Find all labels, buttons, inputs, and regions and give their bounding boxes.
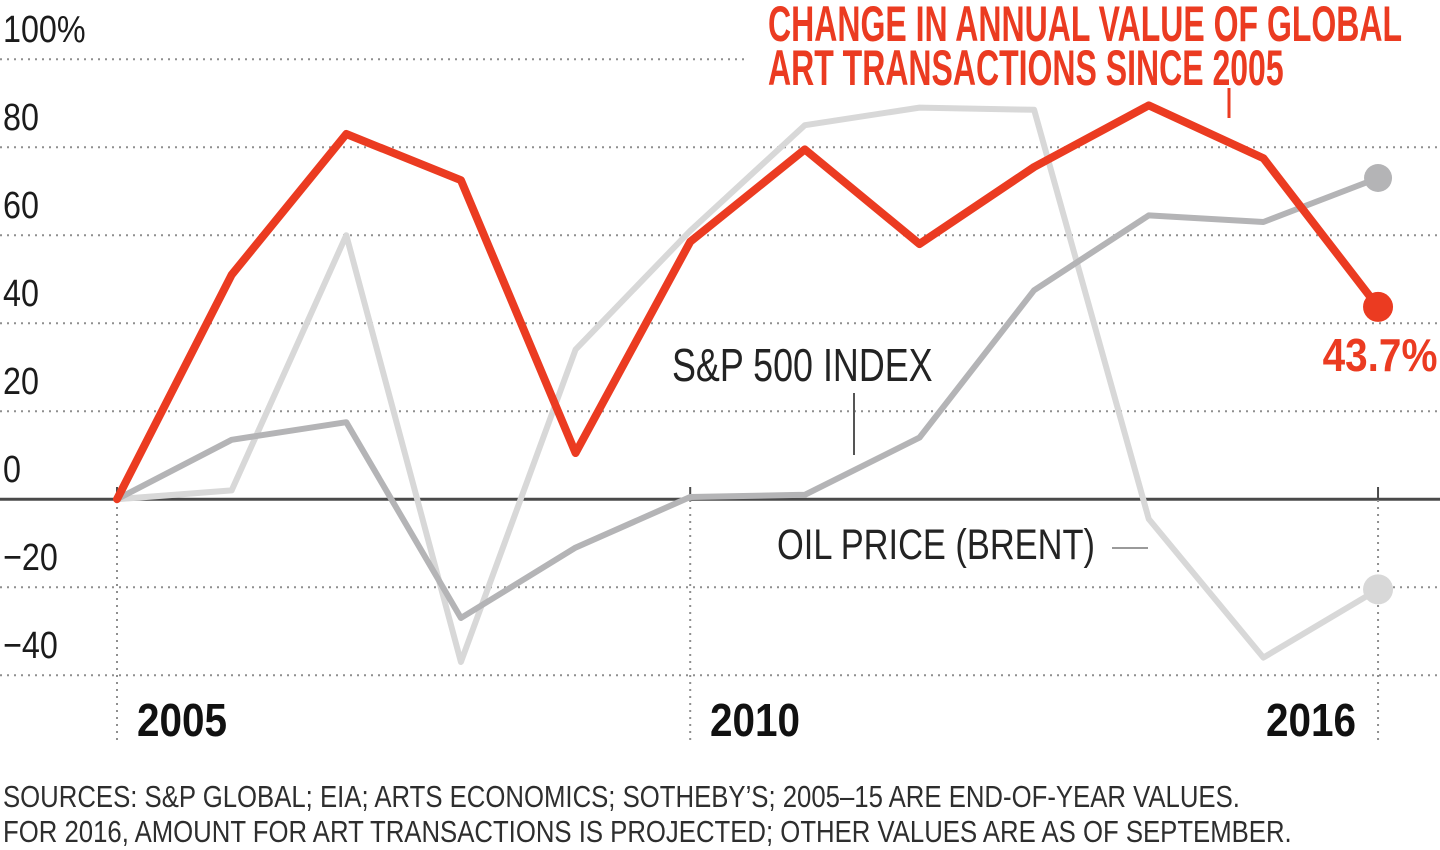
oil-end-dot — [1363, 574, 1394, 605]
generated-chart-layer — [0, 58, 1440, 742]
oil-series-label: OIL PRICE (BRENT) — [777, 521, 1095, 569]
oil-line — [114, 104, 1382, 665]
art-line — [113, 101, 1383, 504]
y-axis-label-40: 40 — [3, 273, 39, 316]
chart-title-line-2: ART TRANSACTIONS SINCE 2005 — [768, 40, 1284, 96]
art-end-dot — [1363, 291, 1394, 322]
chart-title-line-1: CHANGE IN ANNUAL VALUE OF GLOBAL — [768, 0, 1403, 52]
x-axis-label-2005: 2005 — [137, 694, 228, 746]
y-axis-label-100: 100% — [3, 9, 86, 52]
y-axis-label-20: 20 — [3, 361, 39, 404]
sp500-series-label: S&P 500 INDEX — [672, 339, 933, 391]
y-axis-label-60: 60 — [3, 185, 39, 228]
y-axis-label-80: 80 — [3, 97, 39, 140]
y-axis-label--20: −20 — [3, 537, 58, 580]
sp500-line — [114, 175, 1382, 621]
source-note-line-2: FOR 2016, AMOUNT FOR ART TRANSACTIONS IS… — [3, 814, 1292, 849]
y-axis-label--40: −40 — [3, 625, 58, 668]
x-axis-label-2010: 2010 — [710, 694, 801, 746]
y-axis-label-0: 0 — [3, 449, 21, 492]
art-end-value-label: 43.7% — [1322, 329, 1437, 381]
x-axis-label-2016: 2016 — [1266, 694, 1357, 746]
source-note-line-1: SOURCES: S&P GLOBAL; EIA; ARTS ECONOMICS… — [3, 779, 1240, 814]
sp500-end-dot — [1364, 164, 1393, 192]
